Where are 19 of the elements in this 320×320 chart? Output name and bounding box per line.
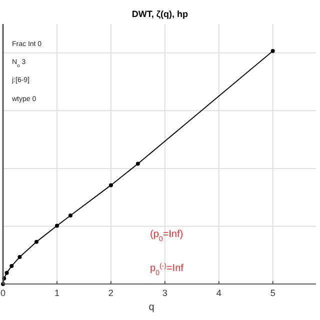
point (18, 254, 22, 259)
chart-title: DWT, ζ(q), hp (132, 9, 189, 19)
point (10, 264, 14, 268)
x-tick-label: 4 (216, 288, 222, 298)
point (34, 240, 38, 244)
point (68, 214, 72, 218)
x-tick-label: 1 (54, 288, 60, 298)
point (54, 224, 59, 228)
x-tick-label: 2 (108, 288, 114, 298)
point (136, 162, 140, 166)
point (4, 270, 9, 275)
annotation: p$_{0}$$^{(-)}$=Inf (150, 262, 184, 276)
x-tick-label: 5 (270, 288, 276, 298)
x-tick-label: 0 (0, 288, 6, 298)
x-axis-title: q (148, 302, 154, 313)
annotation: (p$_{0}$=Inf) (150, 229, 184, 242)
point (270, 49, 275, 53)
x-tick-label: 3 (162, 288, 168, 298)
point (108, 183, 113, 188)
